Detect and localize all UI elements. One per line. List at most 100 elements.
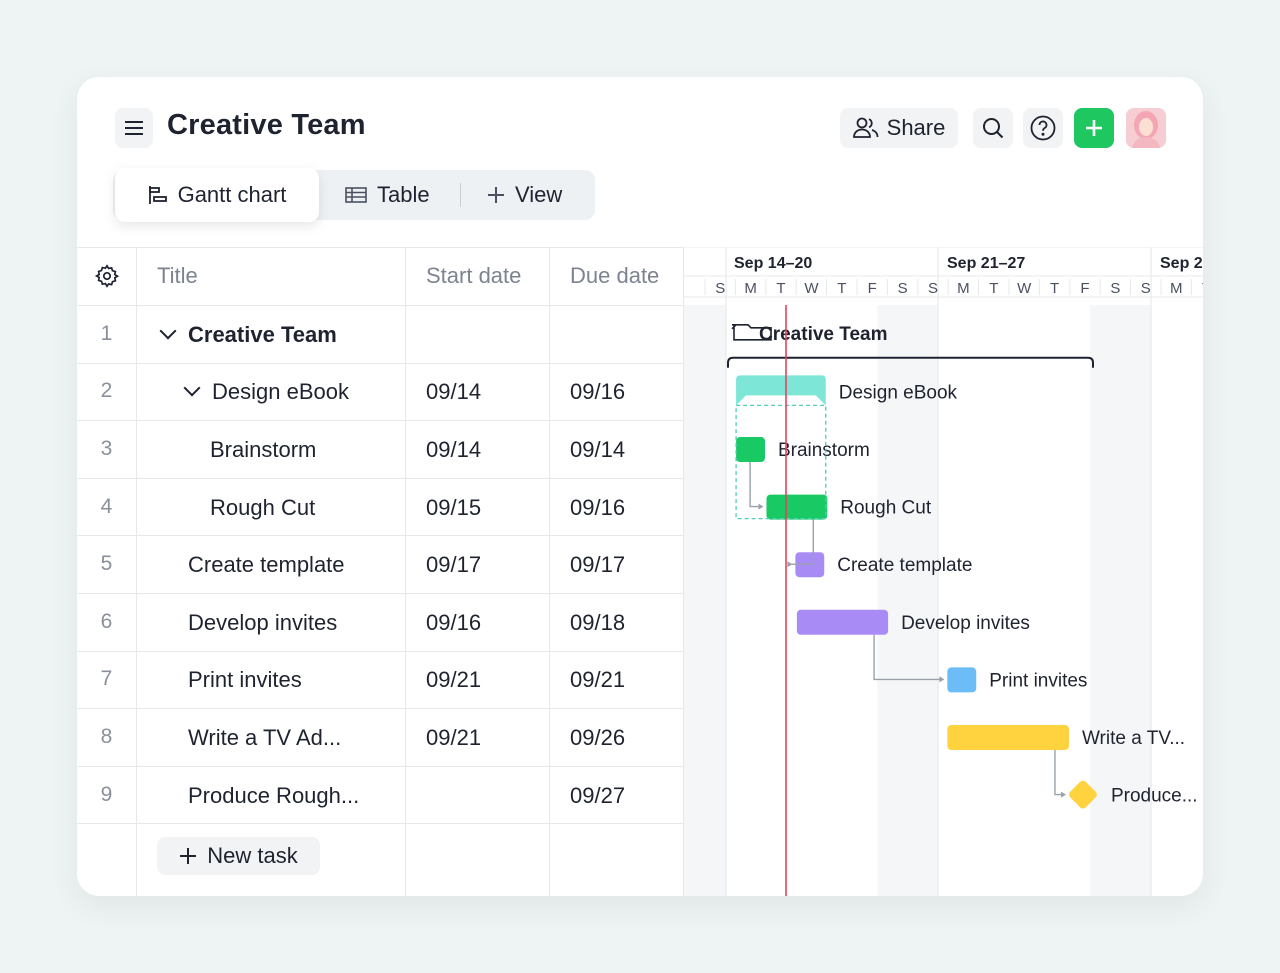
task-title: Print invites bbox=[188, 667, 302, 693]
users-icon bbox=[852, 117, 879, 138]
task-title-cell[interactable]: Produce Rough... bbox=[188, 783, 359, 809]
gantt-icon bbox=[148, 186, 167, 204]
chevron-down-icon[interactable] bbox=[183, 379, 201, 397]
tab-divider bbox=[460, 183, 461, 207]
help-icon bbox=[1030, 115, 1056, 141]
day-label: S bbox=[715, 280, 725, 297]
row-number: 9 bbox=[100, 782, 113, 806]
due-date-cell[interactable]: 09/14 bbox=[570, 437, 626, 462]
week-label: Sep 21–27 bbox=[947, 255, 1025, 272]
tab-table[interactable]: Table bbox=[345, 170, 430, 220]
new-task-label: New task bbox=[207, 843, 298, 868]
task-bar-label: Write a TV... bbox=[1082, 728, 1185, 749]
day-label: M bbox=[1170, 280, 1183, 297]
due-date-cell[interactable]: 09/26 bbox=[570, 725, 626, 750]
due-date-cell[interactable]: 09/16 bbox=[570, 379, 626, 405]
start-date-cell[interactable]: 09/16 bbox=[426, 609, 482, 635]
start-date-cell[interactable]: 09/15 bbox=[426, 494, 482, 520]
day-label: M bbox=[744, 280, 757, 297]
due-date-cell[interactable]: 09/27 bbox=[570, 782, 626, 808]
avatar[interactable] bbox=[1126, 108, 1166, 148]
day-label: F bbox=[1080, 280, 1089, 297]
task-bar-label: Develop invites bbox=[901, 613, 1030, 634]
chevron-down-icon[interactable] bbox=[159, 322, 177, 340]
due-date-cell[interactable]: 09/17 bbox=[570, 552, 626, 578]
due-date-cell[interactable]: 09/21 bbox=[570, 667, 626, 693]
menu-button[interactable] bbox=[115, 108, 153, 148]
day-label: T bbox=[1202, 280, 1203, 297]
start-date-cell[interactable]: 09/17 bbox=[426, 552, 482, 578]
row-number: 6 bbox=[100, 609, 113, 633]
task-bar[interactable] bbox=[947, 667, 977, 693]
day-label: T bbox=[989, 280, 998, 297]
day-label: F bbox=[868, 280, 877, 297]
dependency-arrow bbox=[758, 503, 764, 510]
share-button[interactable]: Share bbox=[840, 108, 958, 148]
task-title-cell[interactable]: Brainstorm bbox=[210, 437, 316, 463]
tab-label: View bbox=[515, 182, 563, 207]
help-button[interactable] bbox=[1023, 108, 1063, 148]
task-title-cell[interactable]: Creative Team bbox=[159, 321, 337, 348]
hamburger-icon bbox=[125, 121, 143, 135]
tab-gantt-chart[interactable]: Gantt chart bbox=[115, 168, 319, 222]
weekend-shade bbox=[907, 305, 939, 896]
task-bar-label: Create template bbox=[837, 555, 972, 576]
dependency-connector bbox=[873, 634, 944, 681]
weekend-shade bbox=[684, 305, 726, 896]
task-bar-label: Rough Cut bbox=[840, 498, 932, 519]
week-label: Sep 2 bbox=[1160, 255, 1203, 272]
task-bar[interactable] bbox=[947, 725, 1069, 750]
plus-icon bbox=[180, 848, 197, 864]
task-title: Creative Team bbox=[188, 321, 337, 347]
start-date-cell[interactable]: 09/21 bbox=[426, 725, 482, 750]
task-bar-label: Design eBook bbox=[839, 382, 958, 403]
day-label: T bbox=[776, 280, 785, 297]
selection-outline bbox=[735, 404, 827, 520]
dependency-connector bbox=[749, 462, 763, 508]
start-date-cell[interactable]: 09/21 bbox=[426, 667, 482, 693]
due-date-cell[interactable]: 09/18 bbox=[570, 609, 626, 635]
search-button[interactable] bbox=[973, 108, 1013, 148]
dependency-arrow bbox=[1060, 791, 1066, 798]
task-title-cell[interactable]: Write a TV Ad... bbox=[188, 725, 341, 751]
task-title-cell[interactable]: Develop invites bbox=[188, 610, 337, 636]
column-header-due-date[interactable]: Due date bbox=[570, 263, 660, 288]
task-bar[interactable] bbox=[736, 437, 765, 462]
column-header-start-date[interactable]: Start date bbox=[426, 263, 522, 288]
tab-add-view[interactable]: View bbox=[487, 170, 562, 220]
new-task-button[interactable]: New task bbox=[157, 837, 320, 875]
row-number: 5 bbox=[100, 552, 113, 576]
task-bar[interactable] bbox=[796, 609, 889, 635]
settings-button[interactable] bbox=[77, 247, 136, 305]
gear-icon bbox=[94, 264, 119, 288]
day-label: W bbox=[804, 280, 819, 297]
row-number: 1 bbox=[100, 321, 113, 345]
start-date-cell[interactable]: 09/14 bbox=[426, 437, 482, 462]
gantt-canvas: Sep 14–20 Sep 21–27 Sep 2 S M T W T F S S M T W T F S S M T… bbox=[684, 246, 1203, 896]
add-button[interactable] bbox=[1074, 108, 1114, 148]
task-title: Rough Cut bbox=[210, 494, 316, 520]
task-title-cell[interactable]: Create template bbox=[188, 552, 345, 578]
task-bar[interactable] bbox=[766, 494, 828, 520]
task-title-cell[interactable]: Rough Cut bbox=[210, 495, 315, 521]
weekend-shade bbox=[1090, 305, 1121, 896]
start-date-cell[interactable]: 09/14 bbox=[426, 379, 482, 405]
row-number: 8 bbox=[100, 725, 113, 748]
summary-bar[interactable] bbox=[736, 375, 826, 406]
task-title: Write a TV Ad... bbox=[188, 725, 342, 750]
plus-icon bbox=[1086, 120, 1102, 136]
due-date-cell[interactable]: 09/16 bbox=[570, 494, 626, 520]
day-label: S bbox=[928, 280, 938, 297]
column-header-title[interactable]: Title bbox=[157, 263, 198, 288]
milestone-diamond[interactable] bbox=[1067, 779, 1098, 810]
task-title-cell[interactable]: Print invites bbox=[188, 667, 302, 693]
group-summary-bar[interactable] bbox=[727, 356, 1094, 368]
row-number: 7 bbox=[100, 667, 113, 691]
gantt-timeline: Sep 14–20 Sep 21–27 Sep 2 S M T W T F S S M T W T F S S M T… bbox=[683, 246, 1203, 896]
row-number: 2 bbox=[100, 379, 113, 403]
task-title: Produce Rough... bbox=[188, 782, 360, 808]
task-title-cell[interactable]: Design eBook bbox=[183, 379, 349, 405]
week-label: Sep 14–20 bbox=[734, 255, 812, 272]
row-number: 3 bbox=[100, 437, 113, 460]
share-label: Share bbox=[886, 115, 946, 140]
